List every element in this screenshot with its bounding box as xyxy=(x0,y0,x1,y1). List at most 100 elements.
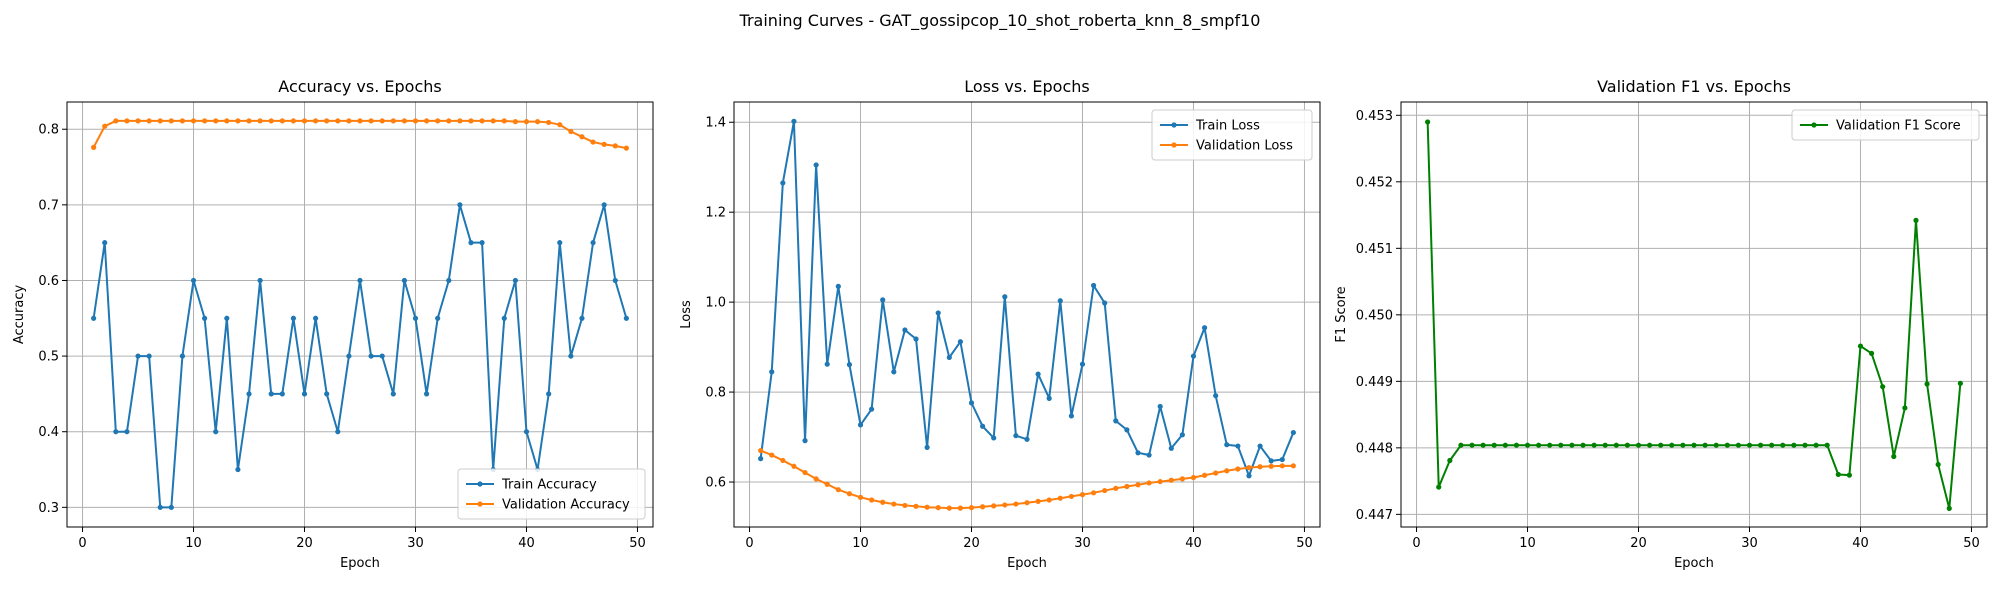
data-point xyxy=(202,118,208,124)
data-point xyxy=(1057,298,1063,304)
data-point xyxy=(1224,442,1230,448)
data-point xyxy=(346,353,352,359)
y-tick-label: 0.450 xyxy=(1356,308,1393,323)
data-point xyxy=(1802,442,1808,448)
data-point xyxy=(390,391,396,397)
data-point xyxy=(246,118,252,124)
data-point xyxy=(1002,294,1008,300)
data-point xyxy=(379,353,385,359)
data-point xyxy=(1068,413,1074,419)
x-tick-label: 50 xyxy=(629,536,646,551)
data-point xyxy=(368,118,374,124)
data-point xyxy=(435,315,441,321)
x-tick-label: 50 xyxy=(1296,536,1313,551)
data-point xyxy=(913,336,919,342)
data-point xyxy=(1168,477,1174,483)
data-point xyxy=(1658,442,1664,448)
data-point xyxy=(1846,472,1852,478)
chart-panel-2: 0 10 20 30 40 50 0.6 0.8 1.0 1.2 1.4 Loss vs. Epoch… xyxy=(679,77,1321,571)
data-point xyxy=(324,391,330,397)
data-point xyxy=(1513,442,1520,448)
data-point xyxy=(612,277,618,284)
data-point xyxy=(523,429,530,435)
data-point xyxy=(1702,442,1708,448)
axes-frame xyxy=(733,101,1321,528)
data-point xyxy=(546,119,552,126)
data-point xyxy=(1013,433,1019,439)
chart-title: Validation F1 vs. Epochs xyxy=(1597,77,1791,96)
data-point xyxy=(1290,429,1296,436)
data-point xyxy=(1757,442,1764,448)
data-point xyxy=(991,503,997,509)
data-point xyxy=(968,505,975,511)
y-tick-label: 0.448 xyxy=(1356,441,1393,456)
data-point xyxy=(557,240,563,246)
data-point xyxy=(190,118,197,124)
data-point xyxy=(1201,325,1208,331)
data-point xyxy=(135,118,141,124)
data-point xyxy=(1035,371,1041,377)
y-tick-label: 0.4 xyxy=(38,425,59,440)
y-tick-label: 0.449 xyxy=(1356,375,1393,390)
data-point xyxy=(290,118,297,124)
data-point xyxy=(534,119,541,125)
data-point xyxy=(758,447,764,454)
data-point xyxy=(168,504,174,510)
data-point xyxy=(1213,393,1219,399)
data-point xyxy=(1235,466,1241,472)
data-point xyxy=(1680,442,1686,448)
data-point xyxy=(1935,461,1941,468)
legend-marker xyxy=(1811,122,1817,128)
data-point xyxy=(991,435,997,441)
data-point xyxy=(1669,442,1675,448)
data-point xyxy=(346,118,352,124)
x-tick-label: 40 xyxy=(1852,536,1869,551)
data-point xyxy=(1469,442,1475,448)
data-point xyxy=(880,499,886,505)
data-point xyxy=(91,144,97,150)
data-point xyxy=(279,118,285,124)
data-point xyxy=(1268,463,1274,469)
data-point xyxy=(1179,476,1185,482)
data-point xyxy=(135,353,141,359)
data-point xyxy=(1046,497,1052,503)
data-point xyxy=(1769,442,1775,448)
x-tick-label: 20 xyxy=(296,536,313,551)
data-point xyxy=(1946,505,1952,511)
data-point xyxy=(1046,395,1052,401)
data-point xyxy=(902,502,908,509)
data-point xyxy=(202,315,208,321)
data-point xyxy=(401,118,407,124)
data-point xyxy=(1079,492,1086,498)
data-point xyxy=(1024,436,1030,442)
data-point xyxy=(780,180,786,186)
data-point xyxy=(1735,442,1741,448)
data-point xyxy=(1580,442,1586,448)
data-point xyxy=(179,118,186,124)
data-point xyxy=(157,504,163,510)
x-tick-label: 30 xyxy=(407,536,424,551)
x-axis-label: Epoch xyxy=(1674,556,1714,571)
data-point xyxy=(1835,471,1841,478)
data-point xyxy=(113,118,119,124)
data-point xyxy=(1868,350,1875,357)
legend-marker xyxy=(1171,122,1177,128)
data-point xyxy=(1279,456,1285,463)
data-point xyxy=(301,118,308,124)
x-tick-label: 30 xyxy=(1074,536,1091,551)
y-axis-label: Accuracy xyxy=(12,285,27,345)
data-point xyxy=(769,452,775,458)
data-point xyxy=(1268,458,1274,464)
data-point xyxy=(1880,384,1886,390)
data-point xyxy=(512,277,518,284)
data-point xyxy=(791,118,797,124)
data-point xyxy=(1013,501,1019,507)
data-point xyxy=(857,422,864,428)
data-point xyxy=(1591,442,1597,448)
legend: Validation F1 Score xyxy=(1791,109,1980,141)
data-point xyxy=(957,505,964,511)
y-tick-label: 0.8 xyxy=(705,386,726,401)
data-point xyxy=(1613,442,1619,448)
data-point xyxy=(268,118,274,124)
data-point xyxy=(1246,473,1252,479)
